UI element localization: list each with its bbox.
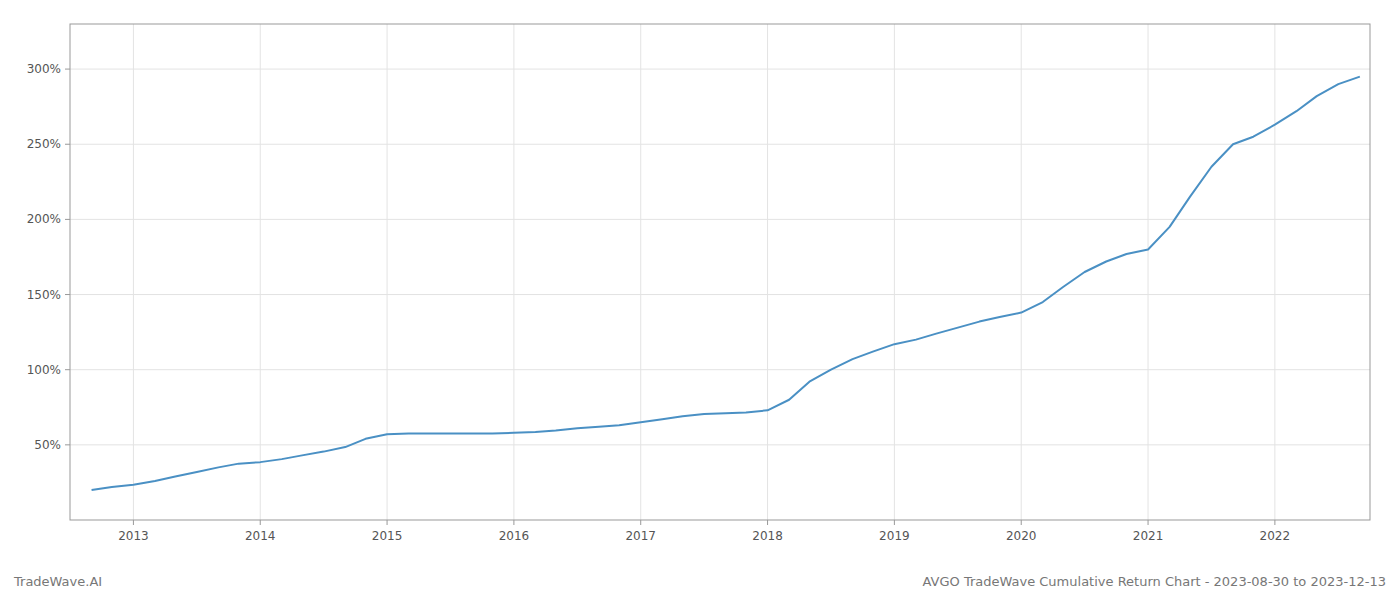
page: {"chart_data": {"type": "line", "title":… [0, 0, 1400, 600]
chart-container: 2013 2014 2015 2016 2017 2018 2019 2020 2021 2022… [0, 0, 1400, 600]
y-grid-line [70, 444, 1370, 445]
x-tick [1148, 520, 1149, 525]
y-tick-label: 100% [27, 363, 61, 377]
y-tick [65, 69, 70, 70]
y-tick [65, 294, 70, 295]
y-tick-label: 300% [27, 62, 61, 76]
x-tick-label: 2017 [625, 529, 656, 543]
x-tick [513, 520, 514, 525]
x-grid-line [894, 24, 895, 520]
x-grid-line [513, 24, 514, 520]
chart-svg: 2013 2014 2015 2016 2017 2018 2019 2020 2021 2022… [0, 0, 1400, 600]
x-tick [640, 520, 641, 525]
x-grid-line [260, 24, 261, 520]
y-tick-label: 200% [27, 212, 61, 226]
x-tick-label: 2018 [752, 529, 783, 543]
x-grid-line [1148, 24, 1149, 520]
y-tick [65, 219, 70, 220]
x-tick [260, 520, 261, 525]
x-grid-line [387, 24, 388, 520]
title: AVGO TradeWave Cumulative Return Chart -… [923, 574, 1387, 589]
data-layer [92, 77, 1360, 490]
y-grid-line [70, 144, 1370, 145]
x-tick-label: 2015 [372, 529, 403, 543]
x-tick-label: 2019 [879, 529, 910, 543]
x-tick [1274, 520, 1275, 525]
x-tick-label: 2021 [1133, 529, 1164, 543]
x-tick-label: 2014 [245, 529, 276, 543]
data-line [92, 77, 1360, 490]
x-tick-label: 2013 [118, 529, 149, 543]
y-grid-line [70, 369, 1370, 370]
y-tick [65, 444, 70, 445]
x-grid-line [1021, 24, 1022, 520]
x-grid-line [767, 24, 768, 520]
y-tick [65, 369, 70, 370]
x-grid-line [133, 24, 134, 520]
x-tick [767, 520, 768, 525]
footer: TradeWave.AI AVGO TradeWave Cumulative Re… [13, 574, 1386, 589]
x-grid-line [1274, 24, 1275, 520]
x-tick [1021, 520, 1022, 525]
x-tick [894, 520, 895, 525]
y-grid-line [70, 69, 1370, 70]
watermark: TradeWave.AI [13, 574, 102, 589]
y-grid-line [70, 294, 1370, 295]
x-tick-label: 2020 [1006, 529, 1037, 543]
x-tick-label: 2022 [1260, 529, 1291, 543]
x-grid-line [640, 24, 641, 520]
grid [70, 24, 1370, 520]
y-tick-label: 50% [34, 438, 61, 452]
y-tick [65, 144, 70, 145]
axes: 2013 2014 2015 2016 2017 2018 2019 2020 2021 2022… [27, 62, 1290, 543]
plot-frame [70, 24, 1370, 520]
y-tick-label: 150% [27, 288, 61, 302]
x-tick [387, 520, 388, 525]
y-tick-label: 250% [27, 137, 61, 151]
x-tick-label: 2016 [499, 529, 530, 543]
x-tick [133, 520, 134, 525]
